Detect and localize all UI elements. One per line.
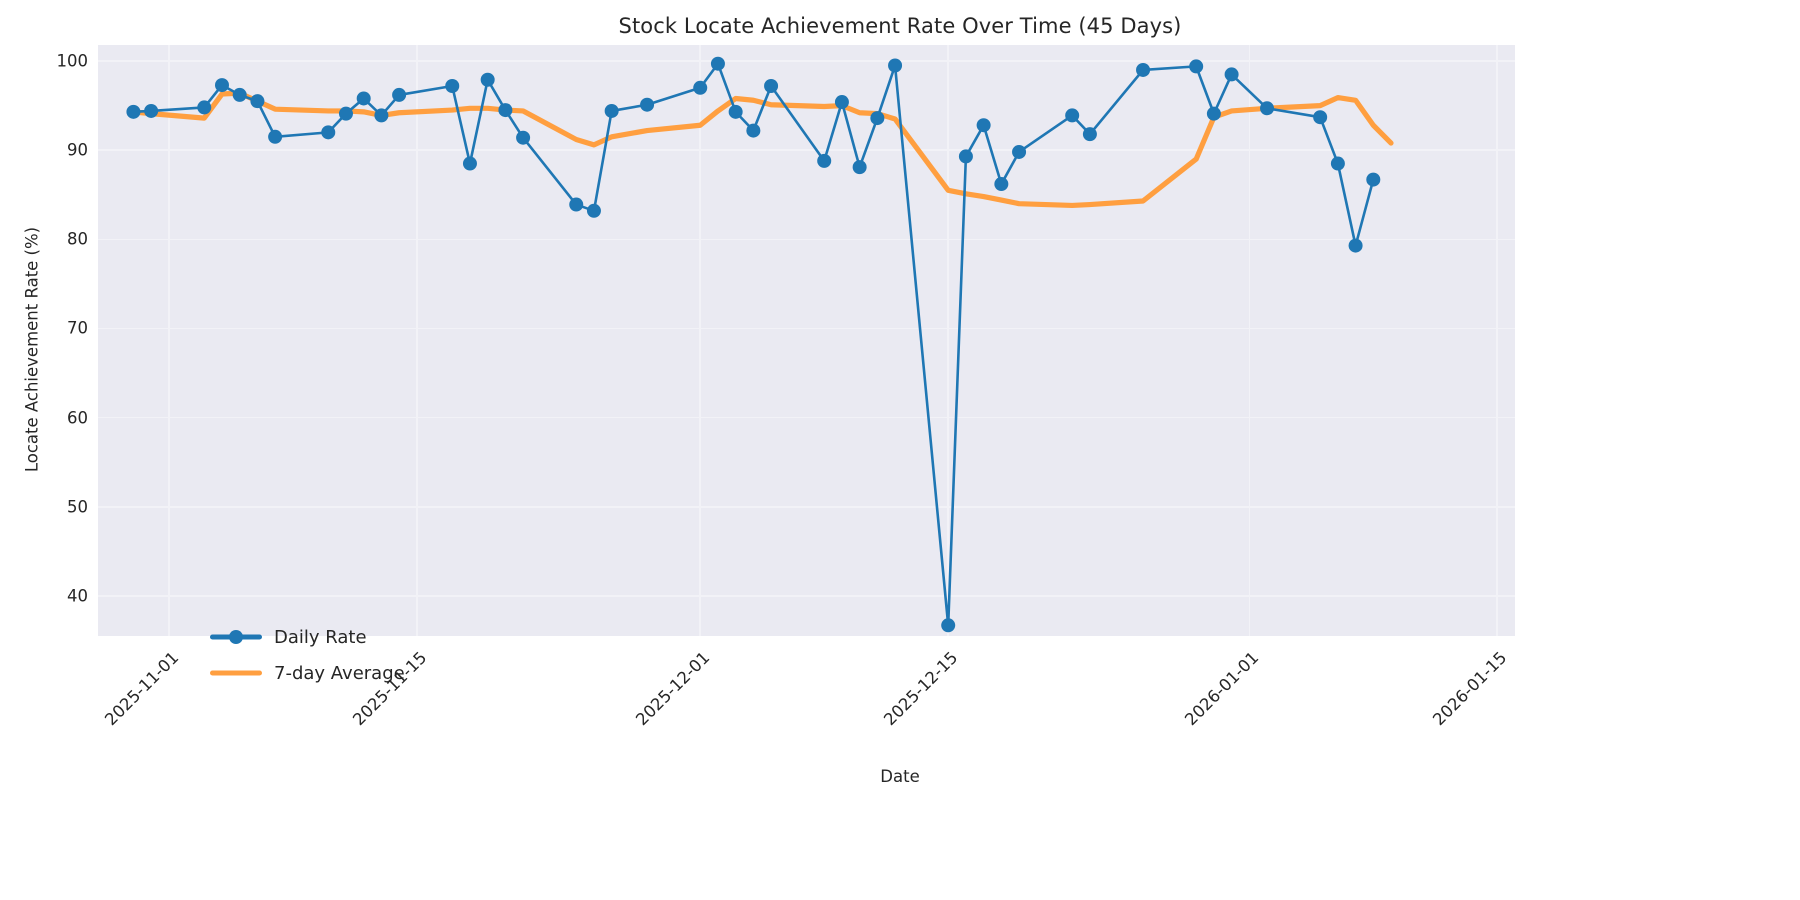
- data-point-daily-rate: [445, 79, 460, 93]
- data-point-daily-rate: [126, 104, 141, 119]
- data-point-daily-rate: [834, 95, 849, 110]
- data-point-daily-rate: [1082, 127, 1097, 142]
- gridline-vertical: [947, 45, 949, 636]
- y-axis-tick-label: 70: [67, 318, 88, 338]
- gridline-horizontal: [98, 595, 1515, 597]
- data-point-daily-rate: [604, 103, 619, 118]
- data-point-daily-rate: [321, 125, 336, 140]
- data-point-daily-rate: [1330, 156, 1345, 171]
- x-axis-tick-label: 2026-01-01: [1181, 648, 1263, 730]
- data-point-daily-rate: [870, 111, 885, 126]
- data-point-daily-rate: [746, 123, 761, 138]
- data-point-daily-rate: [1136, 62, 1151, 77]
- data-point-daily-rate: [480, 72, 495, 87]
- data-point-daily-rate: [888, 58, 903, 73]
- data-point-daily-rate: [374, 108, 389, 123]
- gridline-vertical: [416, 45, 418, 636]
- data-point-daily-rate: [1260, 101, 1275, 116]
- data-point-daily-rate: [338, 106, 353, 121]
- x-axis-tick-label: 2025-12-01: [632, 648, 714, 730]
- data-point-daily-rate: [462, 156, 477, 171]
- data-point-daily-rate: [693, 80, 708, 95]
- data-point-daily-rate: [640, 97, 655, 112]
- legend-item-7day-average[interactable]: 7-day Average: [210, 660, 405, 686]
- gridline-horizontal: [98, 238, 1515, 241]
- data-point-daily-rate: [569, 197, 584, 212]
- data-point-daily-rate: [817, 153, 832, 168]
- legend-item-daily-rate[interactable]: Daily Rate: [210, 624, 405, 650]
- chart-legend: Daily Rate 7-day Average: [204, 618, 415, 692]
- y-axis-tick-label: 40: [67, 586, 88, 606]
- data-point-daily-rate: [1206, 106, 1221, 121]
- data-point-daily-rate: [232, 87, 247, 102]
- gridline-horizontal: [98, 60, 1515, 62]
- gridline-vertical: [1496, 45, 1499, 636]
- data-point-daily-rate: [197, 100, 212, 115]
- y-axis-tick-label: 90: [67, 140, 88, 160]
- gridline-horizontal: [98, 416, 1515, 419]
- legend-label: Daily Rate: [274, 626, 367, 648]
- data-point-daily-rate: [516, 130, 531, 145]
- gridline-vertical: [1248, 45, 1251, 636]
- gridline-vertical: [168, 45, 170, 636]
- data-point-daily-rate: [586, 203, 601, 218]
- y-axis-tick-label: 100: [56, 51, 89, 71]
- legend-swatch-line-marker-icon: [210, 627, 262, 647]
- data-point-daily-rate: [728, 104, 743, 119]
- gridline-horizontal: [98, 149, 1515, 151]
- data-point-daily-rate: [1313, 110, 1328, 125]
- data-point-daily-rate: [1224, 67, 1239, 82]
- data-point-daily-rate: [144, 103, 159, 118]
- data-point-daily-rate: [250, 94, 265, 109]
- data-point-daily-rate: [1065, 108, 1080, 123]
- grid-layer: [98, 45, 1515, 636]
- y-axis-tick-label: 60: [67, 408, 88, 428]
- chart-title: Stock Locate Achievement Rate Over Time …: [618, 14, 1182, 38]
- gridline-horizontal: [98, 505, 1515, 508]
- legend-label: 7-day Average: [274, 662, 405, 684]
- x-axis-tick-label: 2025-12-15: [880, 648, 962, 730]
- data-point-daily-rate: [214, 78, 229, 93]
- gridline-horizontal: [98, 327, 1515, 330]
- data-point-daily-rate: [976, 118, 991, 133]
- data-point-daily-rate: [958, 149, 973, 164]
- x-axis-tick-label: 2025-11-01: [101, 648, 183, 730]
- data-point-daily-rate: [852, 160, 867, 175]
- x-axis-tick-label: 2026-01-15: [1429, 648, 1511, 730]
- data-point-daily-rate: [1189, 59, 1204, 74]
- data-point-daily-rate: [356, 91, 371, 106]
- plot-area: Daily Rate 7-day Average: [98, 45, 1515, 684]
- gridline-vertical: [699, 45, 702, 636]
- data-point-daily-rate: [941, 618, 956, 633]
- x-axis-title: Date: [880, 767, 920, 786]
- series-markers-daily-rate: [126, 56, 1381, 633]
- y-axis-tick-label: 80: [67, 229, 88, 249]
- y-axis-tick-label: 50: [67, 497, 88, 517]
- data-point-daily-rate: [1012, 144, 1027, 159]
- data-point-daily-rate: [1348, 238, 1363, 253]
- data-point-daily-rate: [392, 87, 407, 102]
- data-point-daily-rate: [268, 129, 283, 144]
- y-axis-tick-labels: 100 90 80 70 60 50 40: [0, 0, 98, 900]
- data-point-daily-rate: [994, 177, 1009, 192]
- data-point-daily-rate: [498, 103, 513, 118]
- data-point-daily-rate: [710, 56, 725, 71]
- data-point-daily-rate: [764, 79, 779, 93]
- legend-swatch-line-icon: [210, 663, 262, 683]
- data-layer: [126, 56, 1394, 633]
- data-point-daily-rate: [1366, 172, 1381, 187]
